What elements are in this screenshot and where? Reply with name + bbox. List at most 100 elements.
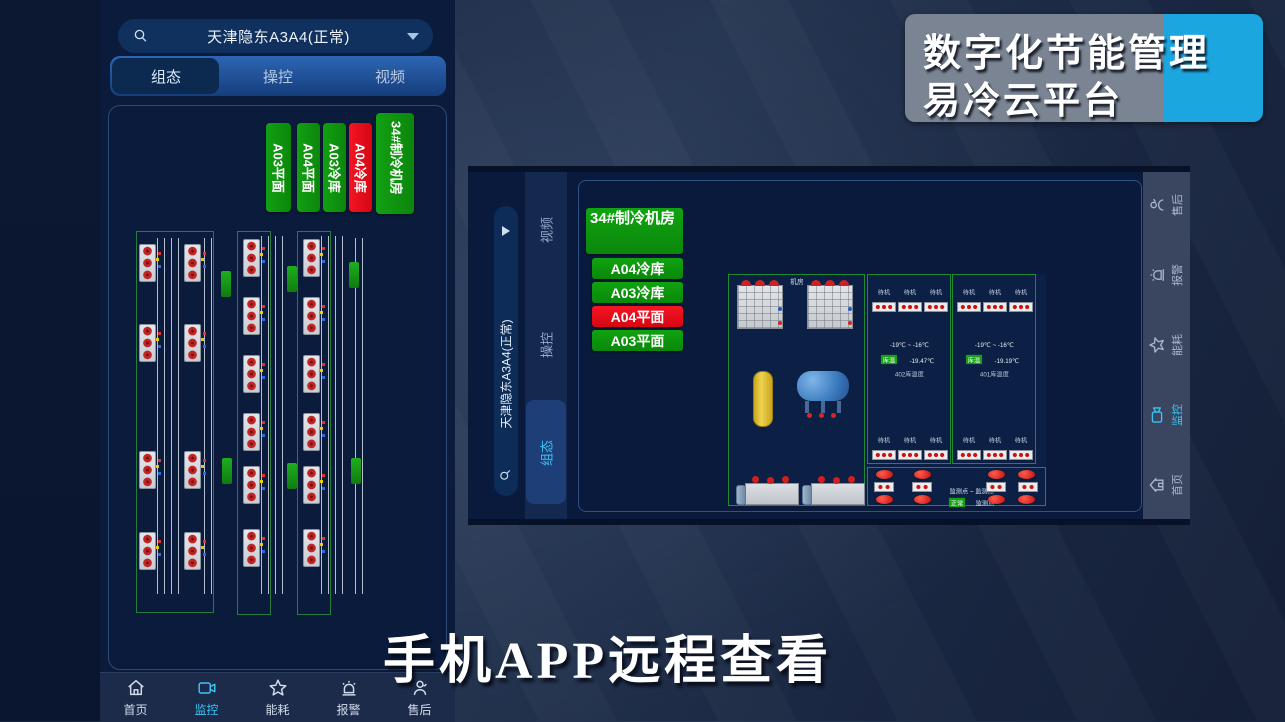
evaporator-unit — [303, 297, 325, 335]
room-button-a04-plane[interactable]: A04平面 — [297, 123, 320, 212]
status-chip — [349, 262, 359, 288]
monitor-lamp — [988, 470, 1005, 479]
fan-indicator-box — [957, 302, 981, 312]
monitor-indicator-box — [1018, 482, 1038, 492]
evaporator-unit — [243, 239, 265, 277]
home-icon — [125, 677, 147, 699]
search-icon — [498, 467, 513, 482]
fan-indicator-box — [983, 302, 1007, 312]
fan-status-group: 待机 — [898, 431, 922, 460]
tab-caokong[interactable]: 操控 — [262, 68, 293, 86]
fan-status-group: 待机 — [1009, 431, 1033, 460]
monitor-camera-icon — [1147, 405, 1167, 425]
nav-home[interactable]: 首页 — [1144, 457, 1188, 513]
monitor-lamp — [1018, 495, 1035, 504]
service-icon — [1147, 195, 1167, 215]
fan-indicator-box — [983, 450, 1007, 460]
nav-home[interactable]: 首页 — [100, 673, 171, 722]
site-select-dropdown[interactable]: 天津隐东A3A4(正常) — [118, 19, 433, 53]
room-button-a03-coldstore[interactable]: A03冷库 — [592, 282, 683, 303]
monitor-lamp — [914, 495, 931, 504]
alarm-icon — [1147, 265, 1167, 285]
evaporative-condenser — [737, 280, 783, 329]
nav-alarm[interactable]: 报警 — [1144, 247, 1188, 303]
title-card: 数字化节能管理 易冷云平台 — [905, 14, 1263, 122]
evaporator-unit — [243, 466, 265, 504]
nav-monitor[interactable]: 监控 — [171, 673, 242, 722]
nav-monitor[interactable]: 监控 — [1144, 387, 1188, 443]
fan-indicator-box — [1009, 302, 1033, 312]
chevron-down-icon — [407, 32, 419, 40]
evaporator-unit — [303, 239, 325, 277]
pipe-lines — [204, 238, 218, 594]
tab-shipin[interactable]: 视频 — [374, 68, 405, 86]
nav-energy[interactable]: 能耗 — [1144, 317, 1188, 373]
status-ok-chip: 正常 — [948, 497, 966, 508]
tab-zutai[interactable]: 组态 — [539, 439, 555, 467]
dropdown-arrow-icon — [502, 226, 510, 236]
phone-bottom-nav: 首页 监控 能耗 报警 售后 — [100, 672, 455, 722]
home-icon — [1147, 475, 1167, 495]
machine-room-diagram: 机房 待机 待机 待机 -19℃ ~ -16℃ 库温 -19.47℃ 402库温度… — [728, 274, 1046, 508]
room-button-a04-coldstore[interactable]: A04冷库 — [592, 258, 683, 279]
monitor-lamp — [988, 495, 1005, 504]
coldstore-panel-402: 待机 待机 待机 -19℃ ~ -16℃ 库温 -19.47℃ 402库温度 待机… — [867, 274, 951, 464]
active-tab-highlight — [112, 58, 219, 94]
tablet-tab-strip: 视频 操控 组态 — [525, 172, 567, 519]
status-chip — [287, 266, 297, 292]
energy-star-icon — [267, 677, 289, 699]
title-line-1: 数字化节能管理 — [923, 33, 1211, 75]
status-chip — [287, 463, 297, 489]
evaporator-unit — [303, 529, 325, 567]
site-select-value: 天津隐东A3A4(正常) — [207, 28, 350, 46]
evaporator-unit — [243, 413, 265, 451]
temp-range: -19℃ ~ -16℃ — [974, 342, 1014, 349]
coldstore-panel-401: 待机 待机 待机 -19℃ ~ -16℃ 库温 -19.19℃ 401库温度 待机… — [952, 274, 1036, 464]
monitor-indicator-box — [986, 482, 1006, 492]
room-button-a03-coldstore[interactable]: A03冷库 — [323, 123, 346, 212]
pipe-lines — [321, 236, 347, 594]
evaporator-unit — [243, 355, 265, 393]
status-chip — [221, 271, 231, 297]
fan-status-group: 待机 — [957, 283, 981, 312]
evaporator-unit — [184, 451, 206, 489]
circulation-drum — [797, 371, 849, 418]
evaporator-unit — [303, 413, 325, 451]
energy-star-icon — [1147, 335, 1167, 355]
fan-status-group: 待机 — [924, 431, 948, 460]
tab-zutai[interactable]: 组态 — [150, 68, 181, 86]
evaporator-unit — [139, 451, 161, 489]
site-select-dropdown-rotated[interactable]: 天津隐东A3A4(正常) — [494, 206, 518, 496]
room-button-a04-plane-alarm[interactable]: A04平面 — [592, 306, 683, 327]
coldstore-name: 402库温度 — [894, 371, 924, 379]
monitor-indicator-box — [912, 482, 932, 492]
tab-caokong[interactable]: 操控 — [539, 331, 555, 359]
fan-status-group: 待机 — [983, 283, 1007, 312]
room-button-a03-plane[interactable]: A03平面 — [592, 330, 683, 351]
temp-range: -19℃ ~ -16℃ — [889, 342, 929, 349]
nav-service[interactable]: 售后 — [384, 673, 455, 722]
fan-status-group: 待机 — [924, 283, 948, 312]
tab-shipin[interactable]: 视频 — [539, 216, 555, 244]
nav-alarm[interactable]: 报警 — [313, 673, 384, 722]
evaporator-unit — [139, 324, 161, 362]
temp-chip: 库温 — [966, 354, 983, 365]
evaporator-unit — [184, 324, 206, 362]
scada-overview-panel: A03平面 A04平面 A03冷库 A04冷库 34#制冷机房 — [108, 105, 447, 670]
fan-indicator-box — [924, 302, 948, 312]
room-button-a04-coldstore-alarm[interactable]: A04冷库 — [349, 123, 372, 212]
fan-status-group: 待机 — [983, 431, 1007, 460]
monitor-status: 正常 监测点 — [944, 494, 1000, 512]
nav-energy[interactable]: 能耗 — [242, 673, 313, 722]
equipment-panel: 机房 — [728, 274, 865, 506]
room-button-machine-room[interactable]: 34#制冷机房 — [376, 113, 414, 214]
nav-service[interactable]: 售后 — [1144, 177, 1188, 233]
evaporative-condenser — [807, 280, 853, 329]
temp-chip: 库温 — [881, 354, 898, 365]
fan-status-group: 待机 — [1009, 283, 1033, 312]
evaporator-unit — [139, 244, 161, 282]
ammonia-tank — [753, 371, 773, 427]
room-button-machine-room[interactable]: 34#制冷机房 — [586, 208, 683, 254]
coldstore-temp: 库温 -19.19℃ — [953, 351, 1035, 369]
room-button-a03-plane[interactable]: A03平面 — [266, 123, 291, 212]
